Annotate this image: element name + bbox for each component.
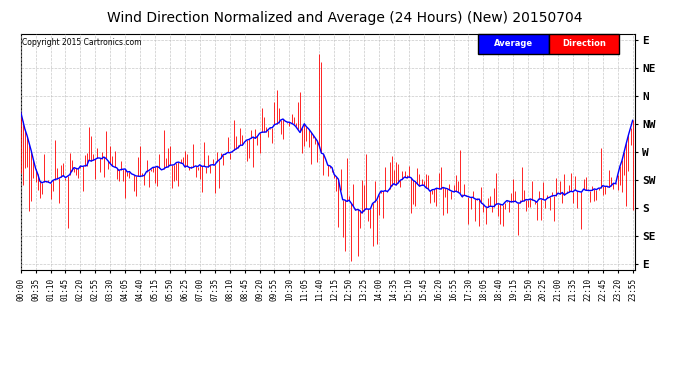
Text: Average: Average (493, 39, 533, 48)
FancyBboxPatch shape (549, 34, 620, 54)
Text: Copyright 2015 Cartronics.com: Copyright 2015 Cartronics.com (22, 39, 141, 48)
FancyBboxPatch shape (478, 34, 549, 54)
Text: Direction: Direction (562, 39, 606, 48)
Text: Wind Direction Normalized and Average (24 Hours) (New) 20150704: Wind Direction Normalized and Average (2… (107, 11, 583, 25)
